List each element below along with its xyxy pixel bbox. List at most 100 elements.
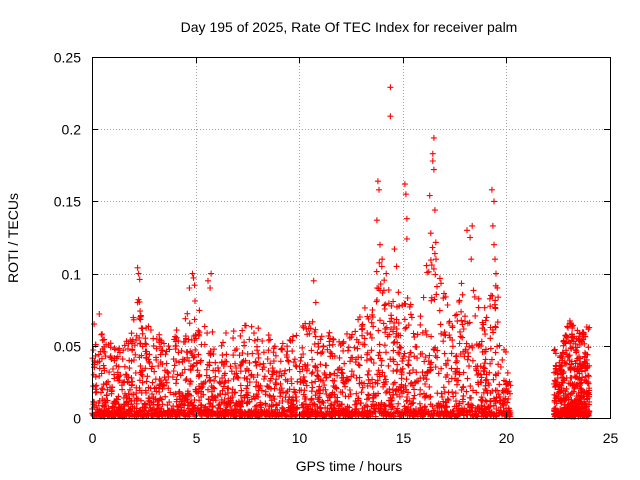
- data-point: [205, 412, 212, 419]
- data-point: [238, 361, 245, 368]
- data-point: [503, 380, 510, 387]
- data-point: [381, 277, 388, 284]
- data-point: [568, 337, 575, 344]
- data-point: [240, 357, 247, 364]
- data-point: [230, 352, 237, 359]
- data-point: [90, 401, 97, 408]
- data-point: [312, 326, 319, 333]
- data-point: [316, 412, 323, 419]
- data-point: [329, 353, 336, 360]
- data-point: [243, 375, 250, 382]
- data-point: [506, 407, 513, 414]
- data-point: [354, 345, 361, 352]
- data-point: [223, 406, 230, 413]
- data-point: [212, 359, 219, 366]
- data-point: [496, 381, 503, 388]
- data-point: [210, 411, 217, 418]
- data-point: [582, 364, 589, 371]
- data-point: [387, 113, 394, 120]
- data-point: [173, 398, 180, 405]
- data-point: [197, 359, 204, 365]
- data-point: [301, 408, 308, 415]
- data-point: [225, 389, 231, 396]
- data-point: [265, 368, 272, 374]
- data-point: [417, 313, 424, 320]
- y-tick-label: 0.05: [54, 339, 81, 355]
- data-point: [359, 405, 366, 412]
- data-point: [502, 395, 509, 402]
- data-point: [368, 347, 375, 354]
- data-point: [120, 379, 127, 386]
- data-point: [408, 380, 415, 386]
- data-point: [390, 298, 397, 305]
- y-tick-label: 0.25: [54, 50, 81, 66]
- data-point: [444, 371, 451, 378]
- data-point: [487, 389, 494, 396]
- data-point: [387, 326, 394, 333]
- data-point: [197, 411, 204, 418]
- data-point: [557, 352, 564, 359]
- data-point: [106, 369, 113, 376]
- data-point: [109, 384, 115, 391]
- data-point: [407, 401, 414, 408]
- data-point: [276, 386, 283, 393]
- data-point: [328, 401, 335, 407]
- data-point: [441, 329, 448, 336]
- data-point: [314, 403, 321, 410]
- data-point: [128, 330, 135, 337]
- data-point: [222, 391, 229, 398]
- data-point: [447, 334, 453, 341]
- data-point: [203, 366, 210, 373]
- data-point: [462, 346, 469, 353]
- data-point: [389, 386, 396, 393]
- data-point: [396, 393, 403, 400]
- data-point: [260, 349, 267, 356]
- data-point: [153, 356, 160, 363]
- data-point: [569, 325, 576, 332]
- data-point: [576, 354, 582, 360]
- data-point: [238, 412, 245, 419]
- data-point: [283, 390, 290, 396]
- data-point: [387, 394, 394, 401]
- data-point: [492, 397, 499, 404]
- data-point: [126, 396, 133, 403]
- data-point: [502, 381, 509, 388]
- data-point: [310, 277, 317, 284]
- data-point: [428, 333, 435, 340]
- data-point: [268, 397, 275, 404]
- data-point: [237, 382, 244, 389]
- data-point: [568, 402, 575, 409]
- data-point: [480, 389, 487, 396]
- data-point: [350, 372, 357, 379]
- data-point: [180, 392, 187, 399]
- data-point: [444, 396, 451, 403]
- data-point: [90, 347, 97, 353]
- data-point: [161, 374, 168, 381]
- data-point: [151, 409, 158, 416]
- data-point: [99, 331, 106, 337]
- data-point: [153, 384, 160, 391]
- data-point: [380, 287, 387, 294]
- data-point: [194, 367, 201, 374]
- data-point: [126, 365, 133, 372]
- data-point: [181, 412, 188, 419]
- data-point: [478, 338, 485, 345]
- data-point: [209, 393, 216, 400]
- data-point: [239, 327, 246, 334]
- data-point: [390, 367, 397, 374]
- data-point: [230, 328, 237, 335]
- data-point: [380, 383, 387, 390]
- data-point: [301, 387, 308, 394]
- data-point: [417, 411, 424, 418]
- data-point: [551, 346, 558, 353]
- data-point: [309, 384, 316, 391]
- data-point: [115, 363, 122, 370]
- data-point: [403, 235, 410, 242]
- plot-frame: [92, 57, 611, 419]
- data-point: [237, 401, 244, 407]
- data-point: [460, 398, 466, 405]
- data-point: [317, 387, 324, 394]
- data-point: [150, 342, 157, 349]
- data-point: [438, 280, 444, 287]
- data-point: [380, 320, 387, 327]
